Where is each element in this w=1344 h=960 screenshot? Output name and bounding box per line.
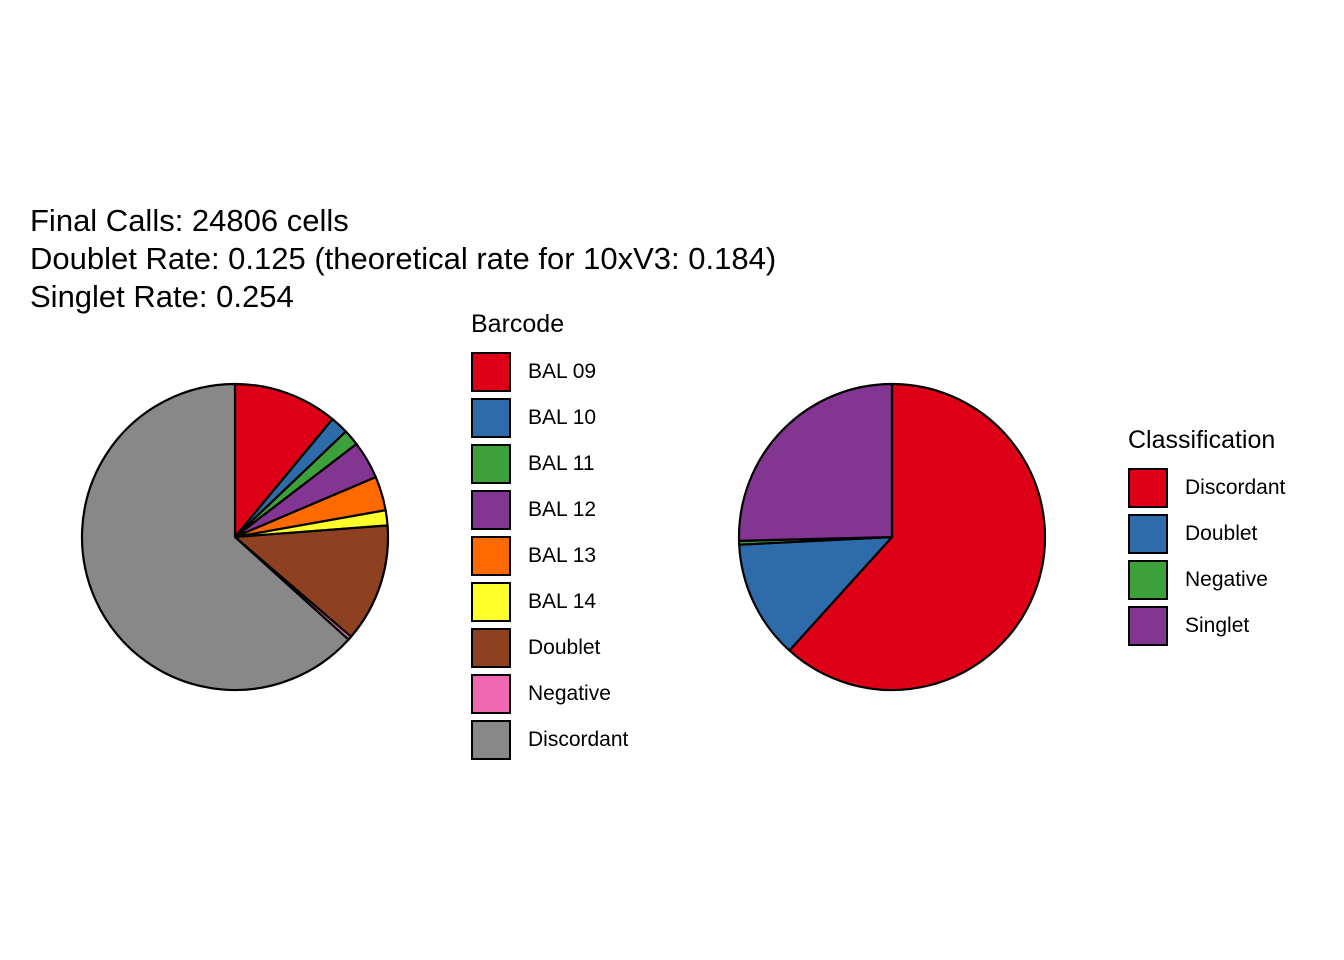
barcode-legend-label: BAL 13 xyxy=(528,544,597,567)
barcode-legend-label: BAL 09 xyxy=(528,360,597,383)
classification-legend-items: Discordant Doublet Negative Singlet xyxy=(1128,465,1285,649)
classification-legend-label: Negative xyxy=(1185,568,1268,591)
classification-legend-label: Discordant xyxy=(1185,476,1286,499)
barcode-legend-swatch xyxy=(471,536,511,576)
classification-slice-discordant xyxy=(788,382,1047,692)
barcode-legend-item-bal-10: BAL 10 xyxy=(471,395,628,441)
barcode-legend-swatch xyxy=(471,674,511,714)
title-line-2: Doublet Rate: 0.125 (theoretical rate fo… xyxy=(30,241,777,276)
classification-legend-swatch xyxy=(1128,560,1168,600)
classification-legend: Classification Discordant Doublet Negative… xyxy=(1128,425,1285,649)
barcode-legend-swatch xyxy=(471,582,511,622)
classification-legend-label: Doublet xyxy=(1185,522,1258,545)
title-line-1: Final Calls: 24806 cells xyxy=(30,203,349,238)
barcode-legend-item-discordant: Discordant xyxy=(471,717,628,763)
barcode-legend-label: BAL 12 xyxy=(528,498,597,521)
barcode-legend-title: Barcode xyxy=(471,310,565,338)
barcode-pie-chart xyxy=(80,382,390,692)
barcode-legend-swatch xyxy=(471,352,511,392)
barcode-legend: Barcode BAL 09 BAL 10 BAL 11 BAL 12 BAL 13 BA… xyxy=(471,309,628,763)
barcode-legend-items: BAL 09 BAL 10 BAL 11 BAL 12 BAL 13 BAL 14 Doub… xyxy=(471,349,628,763)
barcode-legend-label: BAL 10 xyxy=(528,406,597,429)
barcode-legend-item-negative: Negative xyxy=(471,671,628,717)
classification-slice-doublet xyxy=(738,535,894,652)
barcode-legend-swatch xyxy=(471,628,511,668)
barcode-legend-item-bal-11: BAL 11 xyxy=(471,441,628,487)
barcode-legend-label: Doublet xyxy=(528,636,601,659)
classification-legend-swatch xyxy=(1128,468,1168,508)
barcode-slice-discordant xyxy=(80,382,350,692)
chart-title: Final Calls: 24806 cells Doublet Rate: 0… xyxy=(30,202,776,316)
barcode-slice-bal-09 xyxy=(233,382,334,539)
barcode-legend-item-bal-13: BAL 13 xyxy=(471,533,628,579)
barcode-legend-swatch xyxy=(471,720,511,760)
barcode-legend-item-bal-09: BAL 09 xyxy=(471,349,628,395)
classification-legend-item-singlet: Singlet xyxy=(1128,603,1285,649)
barcode-legend-swatch xyxy=(471,398,511,438)
title-line-3: Singlet Rate: 0.254 xyxy=(30,279,294,314)
classification-legend-item-negative: Negative xyxy=(1128,557,1285,603)
classification-pie-chart xyxy=(737,382,1047,692)
barcode-legend-label: Negative xyxy=(528,682,611,705)
barcode-legend-label: BAL 14 xyxy=(528,590,597,613)
barcode-legend-label: Discordant xyxy=(528,728,629,751)
barcode-legend-swatch xyxy=(471,444,511,484)
barcode-slice-doublet xyxy=(233,524,390,638)
classification-legend-swatch xyxy=(1128,514,1168,554)
classification-legend-item-doublet: Doublet xyxy=(1128,511,1285,557)
classification-legend-swatch xyxy=(1128,606,1168,646)
barcode-legend-item-bal-14: BAL 14 xyxy=(471,579,628,625)
classification-legend-title: Classification xyxy=(1128,426,1276,454)
classification-legend-label: Singlet xyxy=(1185,614,1250,637)
barcode-legend-label: BAL 11 xyxy=(528,452,595,475)
barcode-legend-item-doublet: Doublet xyxy=(471,625,628,671)
barcode-legend-swatch xyxy=(471,490,511,530)
classification-slice-singlet xyxy=(737,382,894,542)
barcode-legend-item-bal-12: BAL 12 xyxy=(471,487,628,533)
classification-legend-item-discordant: Discordant xyxy=(1128,465,1285,511)
